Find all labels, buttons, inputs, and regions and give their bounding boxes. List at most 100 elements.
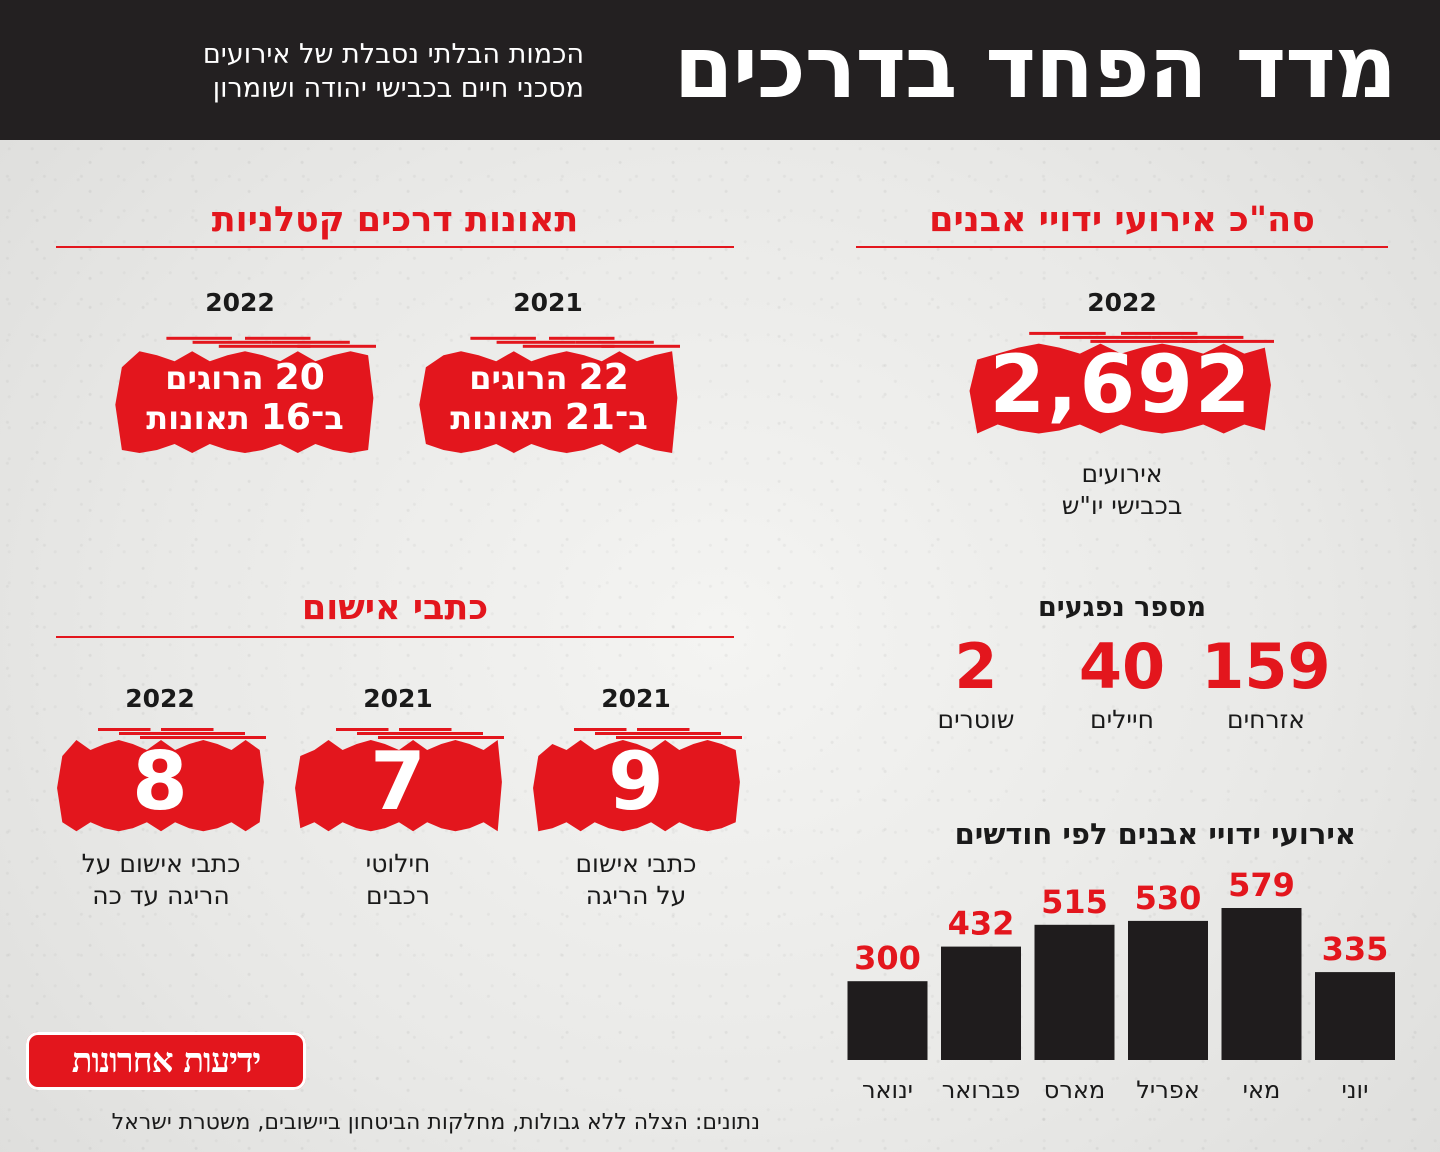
brush-stroke-shape [533, 740, 740, 832]
page-title: מדד הפחד בדרכים [673, 18, 1397, 118]
accidents-2022-year: 2022 [205, 288, 275, 317]
accidents-2021-year: 2021 [513, 288, 583, 317]
accidents-section-title: תאונות דרכים קטלניות [211, 200, 579, 240]
brush-bristle-streak [98, 728, 151, 731]
indictment-manslaughter-2022-value: 8 [132, 735, 190, 828]
stones-total-label-line-1: אירועים [1081, 459, 1163, 488]
bar-value-label-3: 515 [1041, 883, 1108, 921]
accidents-2022-deaths-text: הרוגים [165, 359, 275, 397]
subtitle-line-2: מסכני חיים בכבישי יהודה ושומרון [212, 73, 584, 104]
brush-bristle-streak [336, 728, 389, 731]
accidents-2022-deaths-num: 20 [274, 357, 325, 398]
x-tick-label-1: מאי [1243, 1076, 1281, 1104]
accidents-2022-deaths: 20 הרוגים [165, 358, 324, 398]
indictment-manslaughter-2022-year: 2022 [125, 684, 195, 713]
newspaper-logo-text: ידיעות אחרונות [71, 1041, 262, 1081]
injured-soldiers-value: 40 [1078, 630, 1166, 703]
bar-value-label-2: 530 [1135, 879, 1202, 917]
brush-bristle-streak [378, 736, 452, 739]
indictment-manslaughter-2021-year: 2021 [601, 684, 671, 713]
brush-stroke-shape [57, 740, 264, 832]
newspaper-logo: ידיעות אחרונות [26, 1032, 306, 1090]
stones-section-divider [856, 246, 1388, 248]
stones-total-label-line-2: בכבישי יו"ש [1061, 491, 1183, 520]
bar-5 [847, 981, 928, 1060]
brush-bristle-streak [1151, 335, 1244, 339]
subtitle-line-1: הכמות הבלתי נסבלת של אירועים [202, 39, 584, 70]
accidents-2021-brush: 22 הרוגים ב־21 תאונות [418, 330, 680, 466]
bar-2 [1128, 920, 1208, 1060]
bar-0 [1315, 972, 1395, 1060]
brush-bristle-streak [595, 732, 658, 735]
monthly-bar-chart: 335 יוני 579 מאי 530 אפריל 515 מארס 432 פברואר 300… [847, 866, 1395, 1104]
brush-bristle-streak [203, 736, 266, 739]
bar-value-label-0: 335 [1322, 930, 1389, 968]
accidents-2021-count-prefix: ב־ [614, 399, 648, 437]
bar-value-label-1: 579 [1228, 866, 1295, 904]
indictment-manslaughter-2022-brush: 8 [56, 722, 266, 842]
brush-bristle-streak [1090, 339, 1198, 343]
indictment-manslaughter-2021-label-line-1: כתבי אישום [575, 849, 697, 878]
stones-total-label: אירועים בכבישי יו"ש [1000, 458, 1244, 522]
brush-bristle-streak [470, 336, 536, 340]
brush-bristle-streak [297, 344, 376, 348]
chart-title: אירועי ידויי אבנים לפי חודשים [954, 817, 1356, 851]
brush-stroke-shape [969, 343, 1271, 434]
indictment-manslaughter-2022-label-line-2: הריגה עד כה [92, 881, 230, 910]
x-tick-label-4: פברואר [942, 1076, 1021, 1104]
indictments-section-divider [56, 636, 734, 638]
brush-bristle-streak [271, 340, 350, 344]
vehicle-forfeit-2021-year: 2021 [363, 684, 433, 713]
stones-year: 2022 [1087, 288, 1157, 317]
brush-bristle-streak [601, 344, 680, 348]
x-tick-label-2: אפריל [1136, 1076, 1200, 1104]
brush-bristle-streak [161, 728, 214, 731]
indictment-manslaughter-2021-brush: 9 [532, 722, 742, 842]
accidents-2021-deaths-num: 22 [578, 357, 629, 398]
stones-total-value: 2,692 [989, 338, 1253, 431]
stones-section-title: סה"כ אירועי ידויי אבנים [929, 200, 1315, 240]
bar-1 [1221, 908, 1302, 1060]
injured-police-label: שוטרים [937, 705, 1015, 734]
brush-bristle-streak [420, 732, 483, 735]
indictment-manslaughter-2021-value: 9 [608, 735, 666, 828]
accidents-2021-deaths: 22 הרוגים [469, 358, 628, 398]
injured-police-value: 2 [954, 630, 998, 703]
brush-bristle-streak [679, 736, 742, 739]
brush-bristle-streak [441, 736, 504, 739]
accidents-2021-count-text: תאונות [450, 399, 565, 437]
brush-bristle-streak [166, 336, 232, 340]
accidents-2022-count-prefix: ב־ [310, 399, 344, 437]
brush-bristle-streak [549, 336, 615, 340]
brush-bristle-streak [140, 736, 214, 739]
brush-bristle-streak [399, 728, 452, 731]
injured-soldiers-label: חיילים [1090, 705, 1154, 734]
brush-bristle-streak [245, 336, 311, 340]
brush-bristle-streak [522, 344, 615, 348]
vehicle-forfeit-2021-value: 7 [370, 735, 428, 828]
brush-bristle-streak [575, 340, 654, 344]
indictment-manslaughter-2022-label: כתבי אישום על הריגה עד כה [46, 848, 276, 912]
x-tick-label-0: יוני [1342, 1076, 1369, 1104]
accidents-2021-deaths-text: הרוגים [469, 359, 579, 397]
header-bar: מדד הפחד בדרכים הכמות הבלתי נסבלת של איר… [0, 0, 1440, 140]
accidents-2022-count-text: תאונות [146, 399, 261, 437]
brush-bristle-streak [218, 344, 311, 348]
brush-stroke-shape [295, 740, 502, 832]
brush-bristle-streak [1121, 331, 1198, 335]
brush-bristle-streak [1029, 331, 1106, 335]
vehicle-forfeit-2021-label: חילוטי רכבים [298, 848, 498, 912]
bar-4 [941, 946, 1021, 1060]
brush-stroke-shape [115, 351, 374, 453]
brush-bristle-streak [658, 732, 721, 735]
accidents-2021-count: ב־21 תאונות [450, 398, 648, 438]
bar-3 [1034, 924, 1115, 1060]
indictment-manslaughter-2022-label-line-1: כתבי אישום על [81, 849, 241, 878]
brush-bristle-streak [637, 728, 690, 731]
indictment-manslaughter-2021-label: כתבי אישום על הריגה [536, 848, 736, 912]
brush-bristle-streak [1182, 339, 1274, 343]
injured-civilians-value: 159 [1201, 630, 1331, 703]
bar-value-label-4: 432 [948, 905, 1015, 943]
accidents-section-divider [56, 246, 734, 248]
brush-bristle-streak [192, 340, 272, 344]
